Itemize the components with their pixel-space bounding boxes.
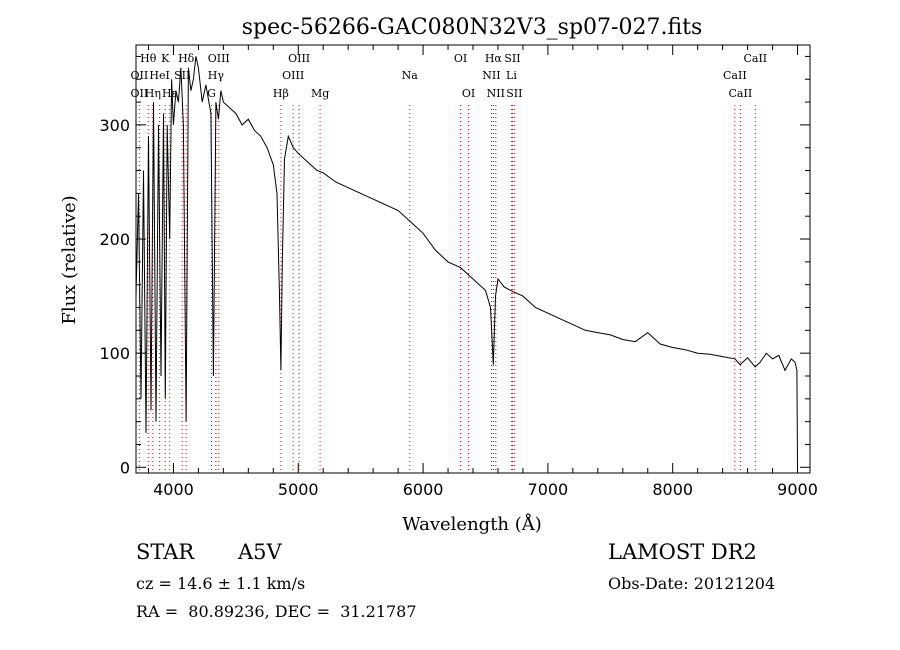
line-label: SII (506, 87, 522, 100)
line-label: Hθ (140, 52, 157, 65)
line-label: Hε (162, 87, 178, 100)
line-label: Na (402, 69, 419, 82)
x-tick-label: 5000 (278, 480, 319, 499)
x-tick-label: 8000 (652, 480, 693, 499)
line-label: CaII (743, 52, 767, 65)
line-label: OII (131, 87, 149, 100)
line-label: Li (506, 69, 517, 82)
line-label: OI (454, 52, 467, 65)
y-axis: 0 100 200 300 (99, 55, 810, 477)
y-axis-label: Flux (relative) (59, 195, 80, 324)
y-tick-label: 200 (99, 230, 130, 249)
x-tick-label: 4000 (153, 480, 194, 499)
coordinates-text: RA = 80.89236, DEC = 31.21787 (136, 602, 417, 621)
line-label: Hδ (178, 52, 195, 65)
line-label: CaII (723, 69, 747, 82)
line-label: NII (487, 87, 505, 100)
line-label: CaII (729, 87, 753, 100)
line-label: Hβ (273, 87, 289, 100)
line-label: SII (174, 69, 190, 82)
object-class: STAR (136, 540, 195, 564)
line-label: K (161, 52, 170, 65)
obs-date-text: Obs-Date: 20121204 (608, 574, 776, 593)
object-subclass: A5V (238, 540, 282, 564)
redshift-text: cz = 14.6 ± 1.1 km/s (136, 574, 306, 593)
line-label: OI (462, 87, 475, 100)
line-label: NII (482, 69, 500, 82)
line-label: Hα (485, 52, 503, 65)
x-axis-label: Wavelength (Å) (402, 513, 542, 535)
line-label: Mg (311, 87, 329, 100)
line-label: HeI (149, 69, 169, 82)
y-tick-label: 0 (120, 458, 130, 477)
line-label: OIII (282, 69, 304, 82)
line-label: Hη (145, 87, 161, 100)
x-tick-label: 9000 (777, 480, 818, 499)
line-label: G (207, 87, 216, 100)
x-tick-label: 7000 (528, 480, 569, 499)
x-axis: 4000 5000 6000 7000 8000 9000 (147, 45, 818, 499)
y-tick-label: 100 (99, 344, 130, 363)
spectrum-line (135, 56, 798, 468)
line-label: OII (131, 69, 149, 82)
plot-frame (135, 44, 811, 474)
x-tick-label: 6000 (403, 480, 444, 499)
survey-name: LAMOST DR2 (608, 540, 757, 564)
line-label: Hγ (208, 69, 225, 82)
chart-title: spec-56266-GAC080N32V3_sp07-027.fits (242, 15, 703, 40)
line-label: OIII (288, 52, 310, 65)
line-label: OIII (208, 52, 230, 65)
y-tick-label: 300 (99, 116, 130, 135)
emission-line-markers (138, 105, 756, 473)
line-label: SII (504, 52, 520, 65)
